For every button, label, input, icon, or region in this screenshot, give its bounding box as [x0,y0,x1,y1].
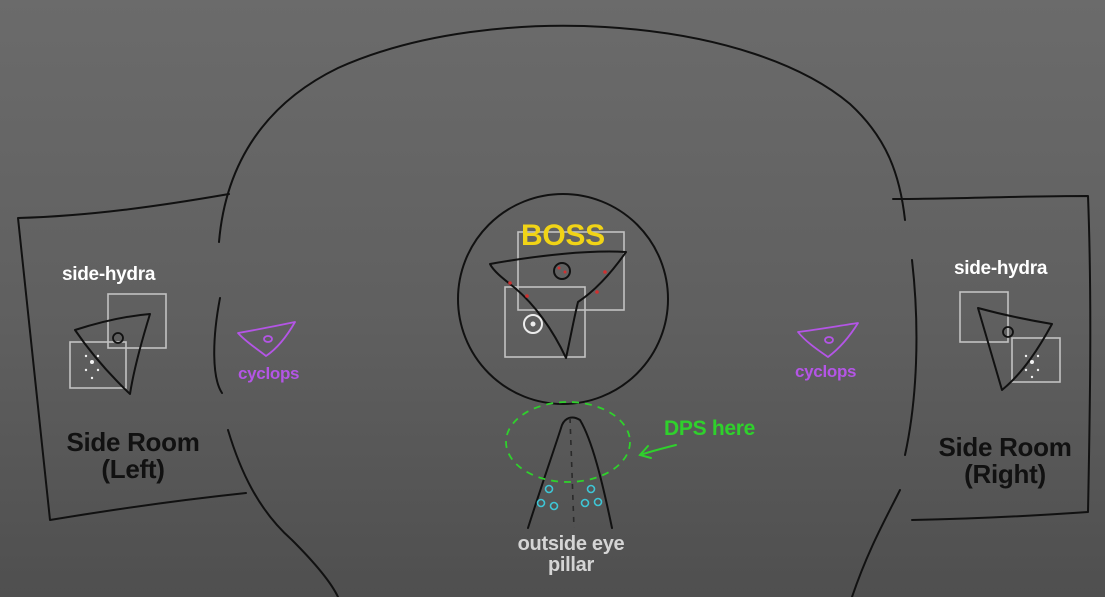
hydra-left-head [112,332,124,344]
hydra-right-figure [959,291,1061,391]
hydra-right-head [1002,326,1014,338]
hydra-right-dots [1024,354,1040,379]
side-room-left-line2: (Left) [101,454,165,485]
boss-eye-ring [523,314,543,334]
boss-circle [457,193,669,405]
hydra-left-figure [69,293,167,395]
dps-arrow [638,444,677,459]
side-hydra-left-label: side-hydra [62,264,156,285]
boss-eye-dot [530,321,536,327]
boss-square-back [517,231,625,311]
hydra-left-shape [74,313,151,395]
boss-head-circle [553,262,571,280]
side-room-left-line1: Side Room [66,427,200,457]
side-room-left-outline [17,193,247,521]
side-room-right-line1: Side Room [938,432,1072,462]
side-hydra-right-label: side-hydra [954,258,1048,279]
boss-label: BOSS [521,219,605,252]
hydra-right-front-square [1011,337,1061,383]
hydra-right-shape [977,307,1053,391]
dps-zone-circle [505,401,631,483]
side-room-left-label: Side Room (Left) [58,427,208,485]
boss-shape [489,250,627,359]
pillar-label-line1: outside eye [517,533,625,555]
pillar-label: outside eye pillar [506,534,636,576]
hydra-left-back-square [107,293,167,349]
cyclops-right-label: cyclops [795,362,857,381]
side-room-right-outline [892,195,1092,521]
pillar-label-line2: pillar [548,554,594,576]
eye-pillar [505,401,631,529]
main-arena-outline [213,24,918,597]
cyclops-right-marker [797,322,859,358]
pillar-outline [527,416,613,529]
side-room-right-line2: (Right) [964,459,1046,490]
boss-square-front [504,286,586,358]
hydra-left-front-square [69,341,127,389]
cyclops-left-eye [263,335,273,343]
cyclops-right-eye [824,336,834,344]
party-markers [536,484,603,511]
cyclops-left-marker [237,321,296,357]
pillar-centerline [569,417,575,529]
hydra-left-dots [84,354,100,380]
dps-here-label: DPS here [664,417,755,440]
side-room-right-label: Side Room (Right) [930,432,1080,490]
hydra-right-back-square [959,291,1009,343]
boss-figure [489,231,627,359]
cyclops-left-label: cyclops [238,364,300,383]
boss-markers [508,266,607,298]
